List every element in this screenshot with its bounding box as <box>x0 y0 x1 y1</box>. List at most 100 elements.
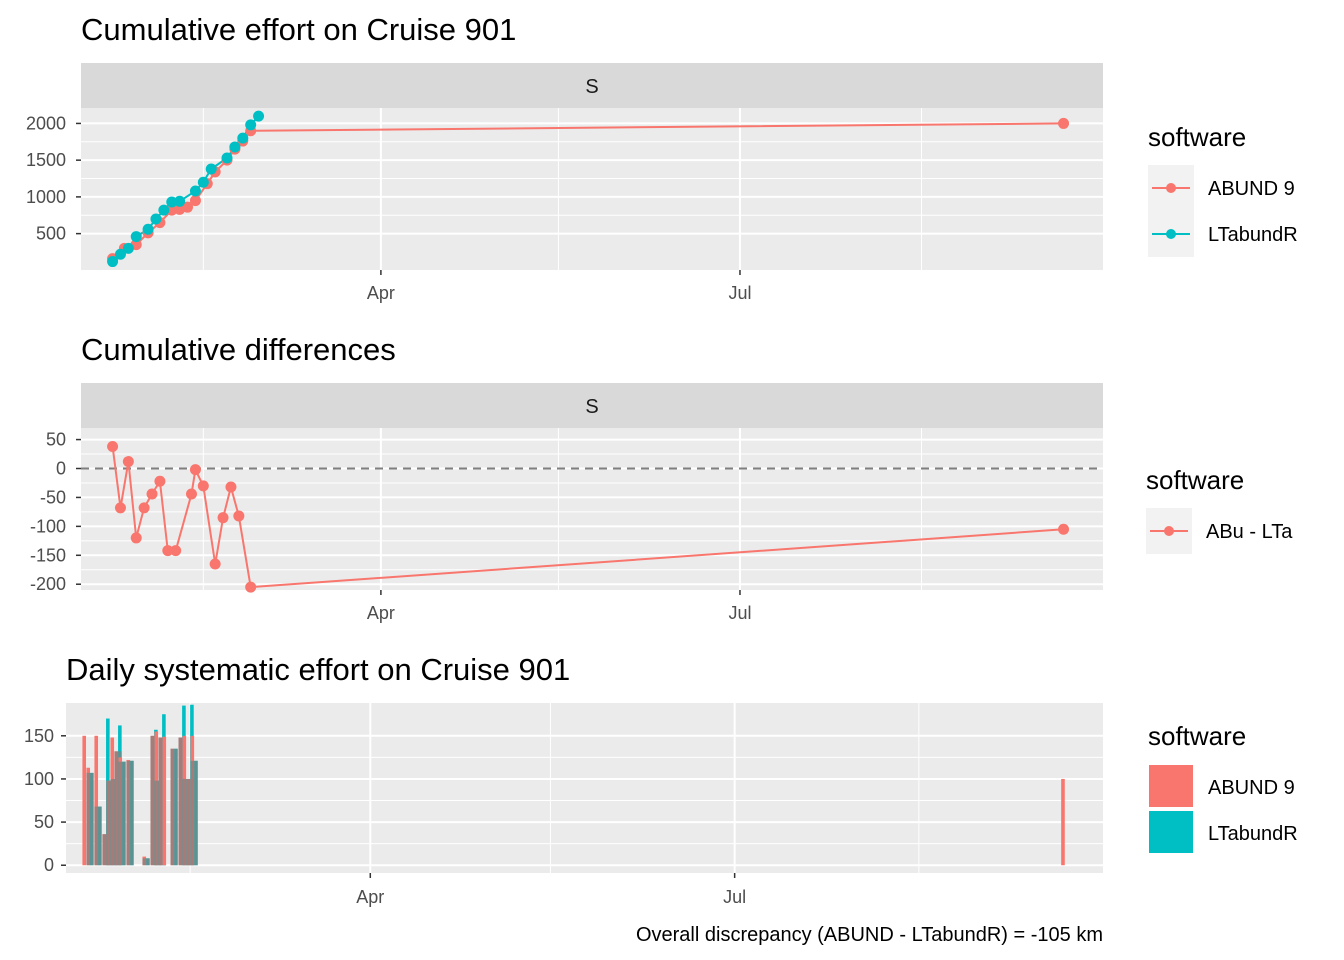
y-tick-label: -100 <box>30 516 66 536</box>
y-tick-label: 1000 <box>26 187 66 207</box>
y-axis-daily: 0 50 100 150 <box>24 726 66 875</box>
data-point <box>189 464 201 476</box>
y-axis-differences: -200 -150 -100 -50 0 50 <box>30 430 81 594</box>
data-point <box>130 231 142 243</box>
data-point <box>245 581 257 593</box>
x-axis-daily: Apr Jul <box>356 873 746 907</box>
data-point <box>114 248 126 260</box>
data-point <box>1058 523 1070 535</box>
data-point <box>217 512 229 524</box>
bar-overlap <box>182 778 190 866</box>
y-tick-label: -50 <box>40 487 66 507</box>
legend-title-daily: software <box>1148 721 1246 751</box>
data-point <box>142 223 154 235</box>
caption-discrepancy: Overall discrepancy (ABUND - LTabundR) =… <box>636 924 1103 946</box>
data-point <box>170 545 182 557</box>
bar-overlap <box>86 772 94 866</box>
legend-key-point-ltabundr <box>1166 229 1176 239</box>
y-tick-label: 0 <box>44 855 54 875</box>
data-point <box>233 510 245 522</box>
legend-key-bar-ltabundr <box>1149 811 1193 853</box>
x-tick-label: Jul <box>728 603 751 623</box>
x-tick-label: Jul <box>723 887 746 907</box>
legend-keys-effort <box>1148 165 1194 257</box>
y-tick-label: 500 <box>36 224 66 244</box>
x-tick-label: Apr <box>367 283 395 303</box>
bar-overlap <box>154 780 162 866</box>
data-point <box>154 475 166 487</box>
data-point <box>158 204 170 216</box>
plot-panel-differences <box>81 428 1103 590</box>
legend-title-differences: software <box>1146 465 1244 495</box>
plot-panel-daily <box>66 703 1103 873</box>
facet-strip-differences <box>81 383 1103 428</box>
legend-label-abund: ABUND 9 <box>1208 178 1295 200</box>
bar-overlap <box>126 760 134 866</box>
daily-effort-chart: Daily systematic effort on Cruise 901 0 5… <box>24 652 1298 946</box>
y-tick-label: 2000 <box>26 113 66 133</box>
y-tick-label: 50 <box>34 812 54 832</box>
data-point <box>122 242 134 254</box>
y-axis-effort: 500 1000 1500 2000 <box>26 113 81 244</box>
x-tick-label: Apr <box>356 887 384 907</box>
y-tick-label: 1500 <box>26 150 66 170</box>
legend-label-diff: ABu - LTa <box>1206 521 1293 543</box>
data-point <box>229 141 241 153</box>
bar-overlap <box>178 737 186 866</box>
data-point <box>122 456 134 468</box>
data-point <box>185 488 197 500</box>
x-axis-differences: Apr Jul <box>367 590 751 623</box>
chart-title-differences: Cumulative differences <box>81 332 396 367</box>
data-point <box>182 201 194 213</box>
gridlines-effort <box>81 108 1103 270</box>
x-tick-label: Jul <box>728 283 751 303</box>
data-point <box>189 185 201 197</box>
bar-overlap <box>142 858 150 866</box>
legend-label-ltabundr: LTabundR <box>1208 224 1298 246</box>
legend-title-effort: software <box>1148 122 1246 152</box>
facet-label-differences: S <box>585 396 598 418</box>
bar-overlap <box>118 761 126 866</box>
y-tick-label: -150 <box>30 545 66 565</box>
series-differences <box>81 441 1103 593</box>
data-point <box>245 119 257 131</box>
data-point <box>221 152 233 164</box>
y-tick-label: 0 <box>56 459 66 479</box>
legend-effort: software ABUND 9 LTabundR <box>1148 122 1298 257</box>
series-effort <box>107 110 1070 268</box>
cumulative-differences-chart: Cumulative differences S -200 -150 -100 -50… <box>30 332 1293 623</box>
plot-panel-effort <box>81 108 1103 270</box>
y-tick-label: 100 <box>24 769 54 789</box>
bar-overlap <box>102 834 110 866</box>
bar-overlap <box>94 806 102 866</box>
data-point <box>205 163 217 175</box>
data-point <box>174 195 186 207</box>
legend-differences: software ABu - LTa <box>1146 465 1293 554</box>
data-point <box>150 213 162 225</box>
legend-daily: software ABUND 9 LTabundR <box>1148 721 1298 853</box>
x-axis-effort: Apr Jul <box>367 270 751 303</box>
bar-overlap <box>158 737 166 866</box>
legend-key-bar-abund <box>1149 765 1193 807</box>
bar-abund <box>82 735 87 866</box>
data-point <box>107 441 119 453</box>
facet-strip-effort <box>81 63 1103 108</box>
data-point <box>130 532 142 544</box>
bar-abund <box>94 735 99 866</box>
data-point <box>197 480 209 492</box>
data-point <box>237 132 249 144</box>
bar-overlap <box>110 778 118 866</box>
data-point <box>225 481 237 493</box>
bar-abund <box>162 736 167 866</box>
bar-overlap <box>170 748 178 866</box>
data-point <box>138 502 150 514</box>
legend-label-daily-abund: ABUND 9 <box>1208 777 1295 799</box>
data-point <box>1058 117 1070 129</box>
chart-title-daily: Daily systematic effort on Cruise 901 <box>66 652 570 687</box>
data-point <box>107 256 119 268</box>
y-tick-label: 150 <box>24 726 54 746</box>
y-tick-label: -200 <box>30 574 66 594</box>
data-point <box>253 110 265 122</box>
bars-daily <box>82 704 1065 866</box>
